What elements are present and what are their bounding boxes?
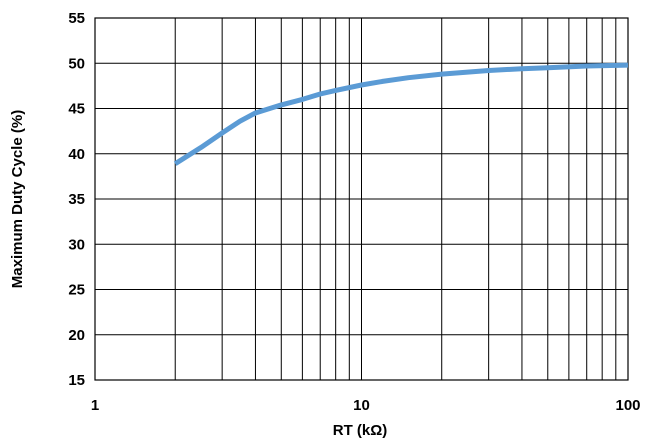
series-line: [173, 62, 629, 166]
y-axis-label: Maximum Duty Cycle (%): [9, 110, 26, 288]
y-tick-label: 35: [68, 191, 85, 208]
y-tick-label: 30: [68, 236, 85, 253]
y-tick-label: 45: [68, 101, 85, 118]
y-tick-label: 40: [68, 146, 85, 163]
plot-frame: [94, 17, 629, 381]
series-layer: [173, 62, 629, 166]
tick-labels: 15 20 25 30 35 40 45 50 55 1 10 100: [68, 10, 640, 414]
y-tick-label: 15: [68, 372, 85, 389]
x-tick-label: 100: [615, 397, 640, 414]
x-axis-label: RT (kΩ): [333, 422, 388, 439]
grid: [94, 17, 629, 381]
y-tick-label: 55: [68, 10, 85, 27]
y-tick-label: 50: [68, 55, 85, 72]
x-tick-label: 10: [353, 397, 370, 414]
y-tick-label: 25: [68, 282, 85, 299]
x-tick-label: 1: [91, 397, 99, 414]
y-tick-label: 20: [68, 327, 85, 344]
